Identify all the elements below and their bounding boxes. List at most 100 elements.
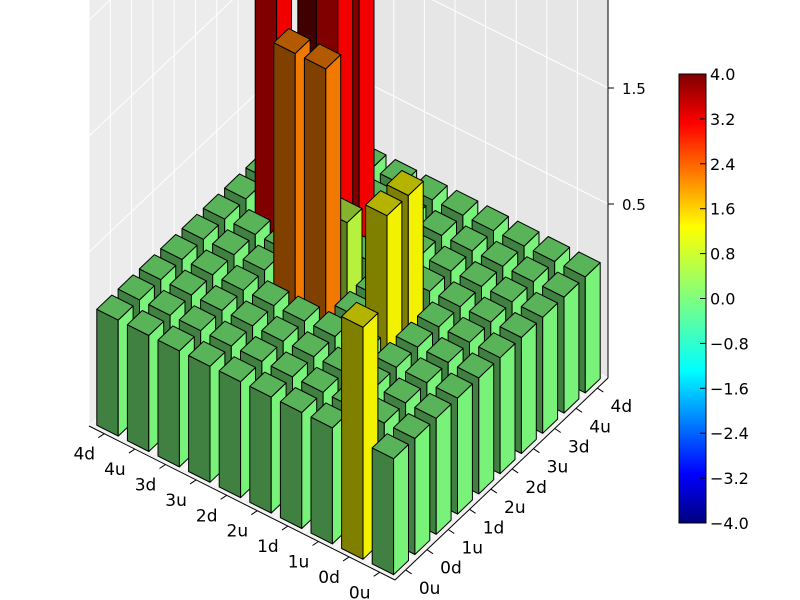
bar-face [499,343,516,475]
y-tick-label: 2u [504,498,526,518]
bar-top [414,392,452,419]
colorbar-tick-label: −2.4 [710,424,749,443]
y-tick-label: 4d [611,397,633,417]
bar-face [310,416,333,545]
bar-top [148,289,186,316]
bar-top [520,291,559,318]
bar-top [202,193,241,220]
bar-face [520,322,537,454]
y-tick-label: 2d [525,478,547,498]
y-axis-line [394,377,609,581]
y-tick [426,549,434,555]
x-tick-label: 0d [318,568,340,588]
bar-face [126,324,150,452]
bar-top [188,340,226,367]
bar-top [160,234,198,260]
x-tick-label: 2d [196,506,218,526]
bar-face [435,403,452,535]
bar-top [386,170,424,196]
bar-top [502,220,540,247]
bar-face [563,282,580,414]
colorbar-tick-label: 0.0 [710,290,735,309]
x-tick-label: 1d [257,537,279,557]
bar-top [200,285,238,311]
y-tick [511,468,519,474]
bar-top [459,261,497,287]
bar-top [542,271,580,298]
bar-top [341,301,379,328]
bar-top [96,294,134,321]
x-tick-label: 1u [288,553,310,573]
y-tick-label: 0d [440,559,462,579]
bar-top [563,251,601,278]
x-axis-line [88,425,396,581]
bar-top [273,28,311,54]
bar-top [480,240,519,267]
y-tick-label: 0u [419,579,441,599]
grid-line [88,0,234,137]
bar-top [138,254,177,281]
bar-top [490,276,528,303]
bar-top [221,264,259,291]
bar-top [395,321,433,348]
grid-line [432,0,609,89]
bar-face [414,423,431,555]
bar-face [249,385,272,514]
bar-face [457,383,473,515]
bar-top [212,229,250,256]
x-tick [373,571,380,577]
bar-top [450,225,488,252]
bar-top [417,301,455,328]
bar-top [303,43,342,70]
bar-top [478,332,516,359]
bar-face [279,401,303,529]
x-tick [189,479,197,485]
bar-top [291,331,330,358]
y-tick-label: 1u [461,539,483,559]
y-tick [447,529,455,534]
y-tick [469,508,476,514]
bar-top [301,366,339,393]
y-tick [533,448,540,454]
x-tick-label: 3d [135,476,157,496]
bar-top [252,280,290,307]
bar-face [584,262,601,394]
bar-top [468,296,507,323]
tick-labels: 0u0d1u1d2u2d3u3d4u4d0u0d1u1d2u2d3u3d4u4d… [73,80,646,600]
z-tick-label: 1.5 [622,80,646,98]
bar-top [261,315,299,342]
bar-face [218,370,242,499]
bar-top [499,312,537,338]
y-tick-label: 1d [483,518,505,538]
colorbar-tick-label: 4.0 [710,65,735,84]
colorbar: 4.0 3.2 2.4 1.6 0.8 0.0 −0.8 −1.6 −2.4 −3.2 −4.0 [678,65,749,533]
x-tick-label: 4d [73,445,95,465]
bar-top [374,341,412,368]
bar-top [270,351,308,378]
bar-top [438,281,476,308]
bar-face [188,355,211,483]
colorbar-tick-label: 1.6 [710,200,735,219]
x-tick [159,464,166,469]
z-tick-label: 0.5 [622,196,646,214]
bar-top [218,356,256,383]
bar-top [383,377,421,404]
colorbar-tick-label: −4.0 [710,514,749,533]
bar-face [393,444,409,576]
x-tick [128,448,136,454]
bar-top [126,310,165,336]
colorbar-tick-label: 2.4 [710,155,735,174]
y-tick-label: 3d [568,438,590,458]
bar-top [230,300,268,327]
x-tick-label: 3u [165,491,187,511]
x-tick-label: 2u [227,522,249,542]
y-tick-label: 4u [589,417,611,437]
x-tick-label: 4u [104,460,126,480]
bar-top [393,413,431,439]
bar-top [169,269,207,296]
x-tick [98,433,105,439]
bar-top [405,357,443,384]
bar-top [233,209,271,235]
bar-top [157,325,195,352]
bar-top [371,433,409,460]
